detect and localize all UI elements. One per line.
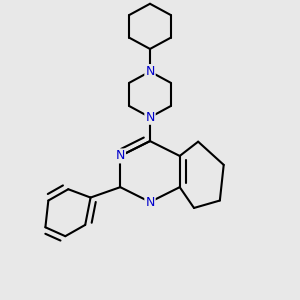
Text: N: N bbox=[116, 149, 125, 162]
Text: N: N bbox=[145, 196, 155, 208]
Text: N: N bbox=[145, 111, 155, 124]
Text: N: N bbox=[145, 65, 155, 78]
